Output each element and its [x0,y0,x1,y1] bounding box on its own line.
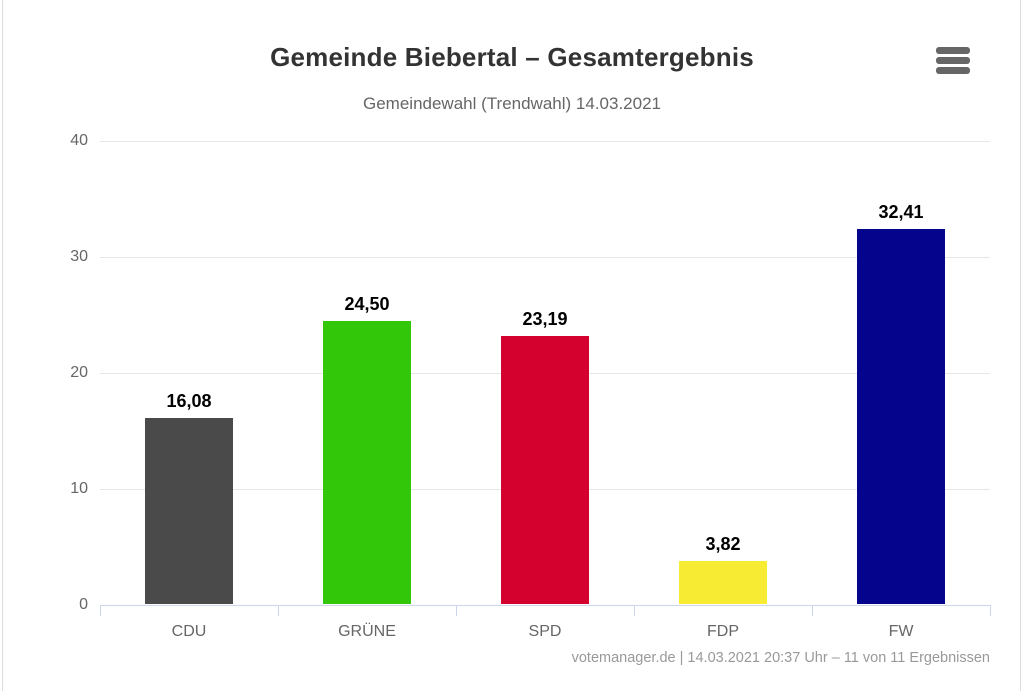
x-axis-label-grüne: GRÜNE [338,623,396,640]
value-label-fdp: 3,82 [705,533,741,554]
x-axis-label-cdu: CDU [171,623,207,640]
bar-grüne[interactable] [323,320,411,604]
credits-text: votemanager.de | 14.03.2021 20:37 Uhr – … [571,650,990,666]
x-axis-tick [634,606,635,616]
bar-fdp[interactable] [679,560,767,604]
gridline-y-40 [100,141,990,142]
x-axis-tick [990,606,991,616]
x-axis-tick [278,606,279,616]
hamburger-icon [936,56,970,64]
value-label-spd: 23,19 [522,308,568,329]
value-label-grüne: 24,50 [344,293,390,314]
x-axis-line [100,605,991,606]
bar-fw[interactable] [857,229,945,604]
y-axis-label-0: 0 [79,596,88,613]
value-label-fw: 32,41 [878,202,924,223]
y-axis-label-10: 10 [70,480,88,497]
x-axis-tick [100,606,101,616]
y-axis-label-40: 40 [70,132,88,149]
value-label-cdu: 16,08 [166,391,212,412]
x-axis-tick [812,606,813,616]
chart-title: Gemeinde Biebertal – Gesamtergebnis [270,42,754,72]
x-axis-label-spd: SPD [528,623,562,640]
hamburger-icon [936,66,970,74]
bar-cdu[interactable] [145,418,233,604]
x-axis-tick [456,606,457,616]
y-axis-label-30: 30 [70,248,88,265]
chart-subtitle: Gemeindewahl (Trendwahl) 14.03.2021 [363,94,661,113]
gridline-y-30 [100,257,990,258]
hamburger-icon [936,46,970,54]
x-axis-label-fw: FW [888,623,914,640]
x-axis-label-fdp: FDP [707,623,739,640]
y-axis-label-20: 20 [70,364,88,381]
export-menu-button[interactable] [933,44,973,76]
bar-spd[interactable] [501,335,589,604]
